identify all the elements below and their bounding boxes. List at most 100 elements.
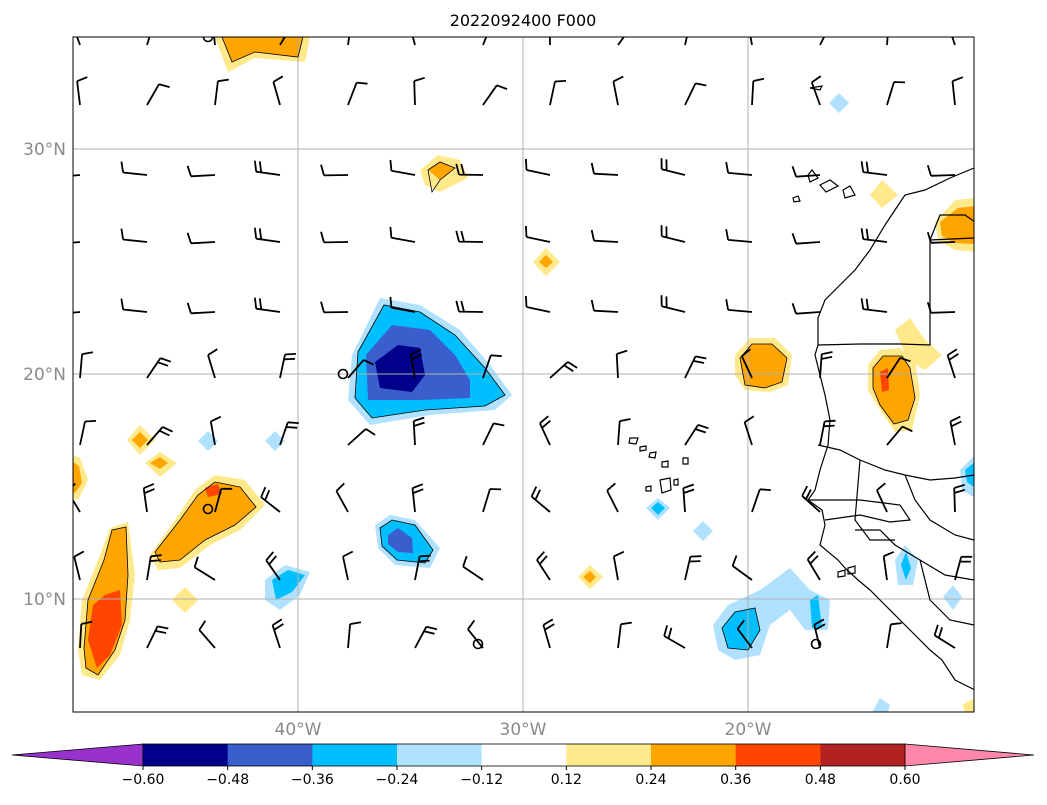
wind-barb [806, 550, 821, 581]
colorbar: −0.60 −0.48 −0.36 −0.24 −0.12 0.12 0.24 0.36 0.4… [11, 743, 1035, 788]
wind-barb [389, 226, 416, 243]
wind-barb [660, 295, 686, 313]
wind-barb [413, 76, 425, 106]
wind-barb [414, 625, 438, 649]
colorbar-label: 0.36 [720, 772, 751, 788]
wind-barb [684, 424, 709, 446]
wind-barb [882, 551, 895, 581]
contour-lines [83, 37, 916, 676]
wind-barb [860, 298, 888, 313]
wind-barb [213, 37, 216, 46]
wind-barb [860, 161, 888, 176]
wind-barb [951, 76, 964, 106]
wind-barb [953, 483, 966, 513]
wind-barb [606, 482, 619, 513]
wind-barb [612, 75, 624, 106]
lat-labels: 30°N 20°N 10°N [23, 140, 66, 610]
wind-barb [76, 37, 81, 46]
wind-barb [617, 621, 632, 649]
wind-barb [146, 426, 173, 446]
wind-barb [549, 80, 567, 106]
wind-barb [146, 625, 169, 649]
wind-barb [409, 348, 423, 379]
wind-barb [79, 620, 93, 649]
wind-barb [214, 487, 233, 513]
wind-barb [482, 488, 502, 513]
wind-barb [146, 357, 172, 379]
colorbar-label: 0.12 [551, 772, 582, 788]
wind-barb [684, 555, 702, 581]
colorbar-swatch [820, 744, 906, 766]
wind-barb [482, 422, 505, 446]
wind-barb [73, 482, 81, 513]
wind-barb [876, 482, 888, 513]
wind-barb [660, 225, 686, 243]
wind-barb [412, 416, 425, 446]
wind-barb [414, 554, 431, 581]
wind-barb [320, 231, 349, 244]
colorbar-label: 0.60 [889, 772, 920, 788]
wind-barb [462, 555, 484, 581]
lat-label-20n: 20°N [23, 365, 66, 385]
colorbar-swatch [227, 744, 313, 766]
wind-barb [467, 619, 484, 649]
lat-label-10n: 10°N [23, 590, 66, 610]
wind-barb [260, 486, 281, 513]
colorbar-swatch [735, 744, 821, 766]
wind-barb [801, 485, 821, 513]
wind-barb [741, 348, 753, 379]
wind-barb [819, 351, 833, 379]
wind-barb [347, 621, 362, 649]
lon-label-40w: 40°W [275, 720, 322, 740]
wind-barb [886, 37, 889, 46]
wind-barb [791, 303, 821, 315]
calm-wind-circle [202, 37, 214, 43]
wind-barb [76, 76, 88, 106]
wind-barb [949, 415, 962, 446]
wind-barb [455, 230, 484, 243]
wind-barb [335, 482, 349, 513]
wind-barb [946, 348, 959, 379]
wind-barb [482, 37, 488, 46]
wind-barb [254, 227, 281, 243]
wind-barb [530, 486, 551, 513]
wind-barb [411, 483, 424, 513]
wind-barb [725, 298, 753, 313]
grid-lines [73, 37, 974, 712]
wind-barb [279, 421, 299, 446]
wind-barb [265, 551, 281, 581]
wind-barb [120, 161, 148, 176]
colorbar-under-arrow [11, 743, 144, 767]
wind-barb [146, 554, 162, 581]
wind-barb [411, 37, 416, 46]
wind-barb [146, 83, 170, 106]
wind-barb [347, 37, 351, 46]
wind-barb [860, 228, 888, 243]
wind-barb [347, 81, 368, 106]
wind-barb [120, 298, 148, 313]
wind-barb [120, 228, 148, 243]
wind-barb [813, 618, 826, 649]
map-content [73, 37, 974, 712]
wind-barb [590, 299, 619, 313]
colorbar-swatch [312, 744, 398, 766]
wind-barb [79, 351, 94, 379]
wind-barb [791, 166, 821, 178]
colorbar-swatch [566, 744, 652, 766]
map-frame [72, 36, 975, 713]
wind-barb [751, 77, 765, 106]
colorbar-over-arrow [904, 743, 1035, 767]
wind-barb [254, 297, 281, 313]
wind-barb [663, 625, 686, 649]
wind-barb [749, 37, 753, 46]
wind-barb [525, 225, 551, 243]
lon-label-20w: 20°W [725, 720, 772, 740]
wind-barb [73, 241, 81, 244]
wind-barb [612, 550, 625, 581]
colorbar-label: 0.48 [805, 772, 836, 788]
wind-barbs [73, 37, 973, 650]
wind-barb [736, 619, 753, 649]
wind-barb [725, 228, 753, 243]
wind-barb [549, 361, 578, 379]
wind-barb [590, 229, 619, 243]
